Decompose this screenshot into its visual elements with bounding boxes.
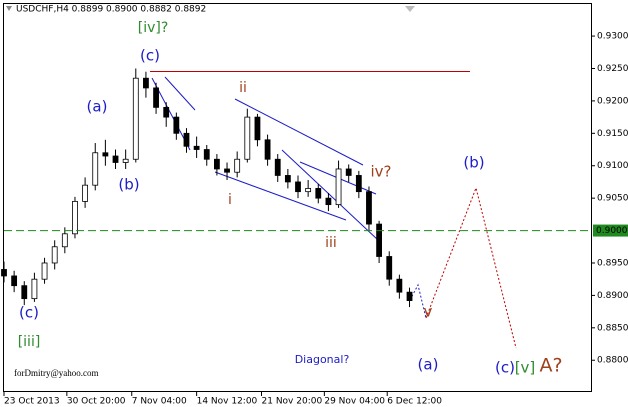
candle-body <box>335 168 342 206</box>
candle-body <box>143 77 149 89</box>
candle-body <box>173 116 180 134</box>
trend-line <box>214 171 347 221</box>
candle-body <box>284 175 291 183</box>
x-tick-label: 30 Oct 20:00 <box>67 397 126 407</box>
candle-body <box>11 275 18 287</box>
candle-body <box>234 158 241 173</box>
y-tick-label: 0.9150 <box>597 129 628 139</box>
candle-body <box>51 246 58 264</box>
candle-body <box>31 278 38 300</box>
trend-line <box>281 149 379 241</box>
annotation: [iv]? <box>138 20 169 36</box>
candle-body <box>122 158 129 163</box>
x-tick-label: 7 Nov 04:00 <box>132 397 187 407</box>
candle-body <box>1 269 7 277</box>
x-tick-label: 14 Nov 12:00 <box>197 397 258 407</box>
annotation: [v] <box>515 359 536 377</box>
y-tick-label: 0.9300 <box>597 32 628 42</box>
symbol-icon <box>6 6 12 11</box>
candle-body <box>41 262 48 280</box>
chart-title: USDCHF,H4 0.8899 0.8900 0.8882 0.8892 <box>16 5 206 15</box>
annotation: i <box>228 192 232 208</box>
y-tick-label: 0.8950 <box>597 258 628 268</box>
candle-body <box>274 158 281 176</box>
plot-frame <box>3 3 592 392</box>
candle-body <box>376 223 383 257</box>
annotation: (b) <box>463 154 484 172</box>
x-tick-label: 6 Dec 12:00 <box>387 397 442 407</box>
annotation: forDmitry@yahoo.com <box>14 368 99 378</box>
annotation: iv? <box>370 163 391 181</box>
candle-body <box>305 188 312 193</box>
candle-body <box>21 285 28 300</box>
candle-body <box>254 116 261 141</box>
y-tick-label: 0.9050 <box>597 194 628 204</box>
trend-line <box>164 76 196 111</box>
annotation: A? <box>539 355 562 377</box>
candle-body <box>396 278 403 293</box>
candle-body <box>112 155 119 163</box>
candle-body <box>406 291 413 301</box>
candle-body <box>203 149 210 160</box>
candle-body <box>345 168 352 176</box>
candle-body <box>61 233 68 248</box>
y-tick-label: 0.8900 <box>597 291 628 301</box>
annotation: (b) <box>118 176 139 194</box>
x-tick-label: 21 Nov 20:00 <box>262 397 323 407</box>
candle-body <box>295 181 301 193</box>
annotation: ii <box>239 80 247 96</box>
level-label: 0.9000 <box>596 226 628 236</box>
trend-line <box>234 98 364 166</box>
candle-body <box>366 191 372 225</box>
annotation: (c) <box>495 359 515 377</box>
candle-body <box>153 87 159 108</box>
candle-body <box>193 145 200 150</box>
x-tick-label: 23 Oct 2013 <box>4 397 60 407</box>
candle-body <box>213 158 220 170</box>
annotation: iii <box>325 235 337 251</box>
y-tick-label: 0.9250 <box>597 64 628 74</box>
y-tick-label: 0.9200 <box>597 96 628 106</box>
candle-body <box>315 188 322 199</box>
x-tick-label: 29 Nov 04:00 <box>324 397 385 407</box>
candle-body <box>72 200 78 235</box>
y-tick-label: 0.8800 <box>597 356 628 366</box>
annotation: [iii] <box>18 334 41 350</box>
candle-body <box>132 77 139 160</box>
annotation: v <box>424 303 433 321</box>
candle-body <box>92 152 99 186</box>
annotation: (a) <box>87 98 108 116</box>
candle-body <box>82 184 89 202</box>
projection <box>409 283 427 319</box>
annotation: (c) <box>140 47 160 65</box>
candle-body <box>325 197 332 206</box>
y-tick-label: 0.8850 <box>597 323 628 333</box>
annotation: Diagonal? <box>295 353 350 366</box>
candle-body <box>224 168 230 173</box>
annotation: (c) <box>19 304 39 322</box>
candle-body <box>355 175 362 193</box>
candle-body <box>386 256 393 280</box>
annotation: (a) <box>418 356 439 374</box>
shift-marker <box>405 6 415 12</box>
projection <box>425 186 517 349</box>
candle-body <box>102 152 109 157</box>
candle-body <box>244 116 251 160</box>
candle-body <box>264 139 271 160</box>
candle-body <box>183 132 190 147</box>
y-tick-label: 0.9100 <box>597 161 628 171</box>
candle-body <box>163 106 170 118</box>
level-label-box <box>593 224 628 237</box>
